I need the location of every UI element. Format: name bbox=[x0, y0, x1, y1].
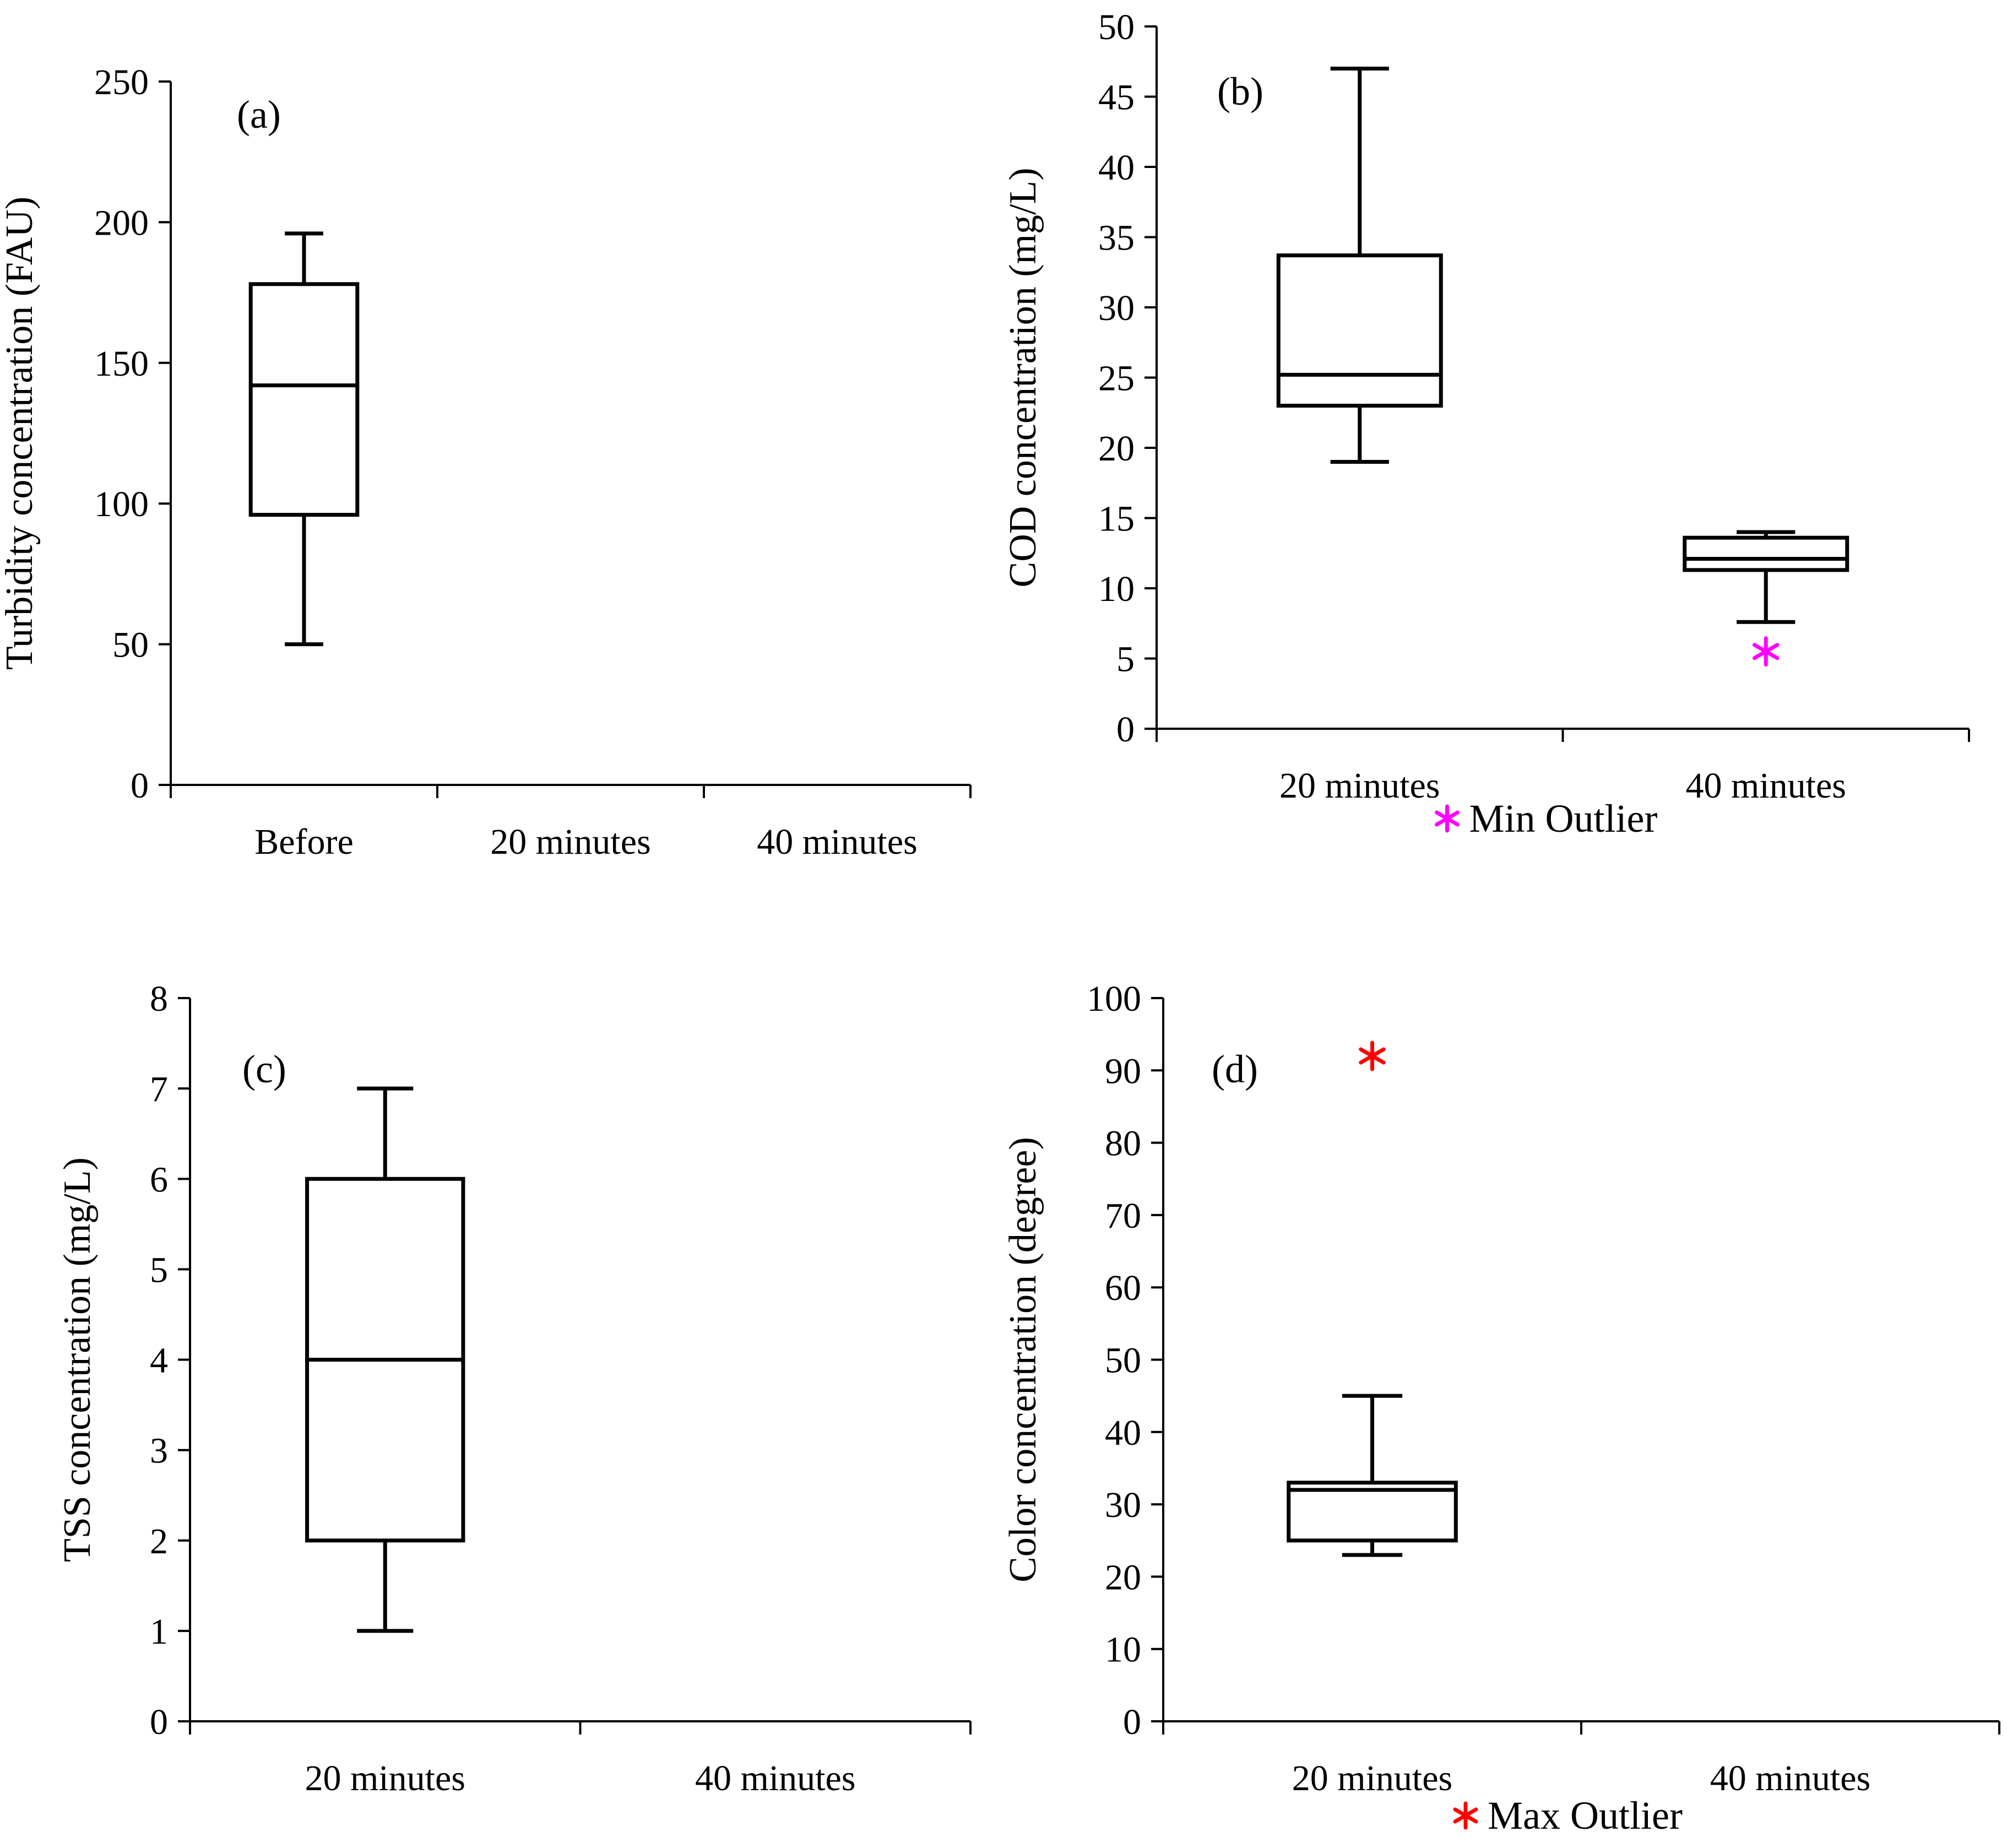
x-tick-label: 40 minutes bbox=[695, 1758, 856, 1798]
y-tick-label: 150 bbox=[94, 344, 149, 384]
y-tick-label: 40 bbox=[1105, 1413, 1141, 1453]
legend-marker bbox=[1434, 804, 1460, 833]
box-20-minutes bbox=[1287, 1394, 1458, 1557]
y-axis-title: COD concentration (mg/L) bbox=[1002, 167, 1044, 587]
y-tick-label: 20 bbox=[1105, 1557, 1141, 1597]
y-axis-title: Turbidity concentration (FAU) bbox=[0, 197, 41, 670]
y-tick-label: 20 bbox=[1098, 429, 1135, 469]
y-tick-label: 100 bbox=[1087, 979, 1141, 1019]
box-20-minutes bbox=[305, 1086, 465, 1633]
legend-marker bbox=[1453, 1801, 1478, 1830]
y-tick-label: 0 bbox=[1116, 709, 1135, 750]
panel-label: (a) bbox=[237, 93, 281, 137]
y-tick-label: 6 bbox=[150, 1159, 168, 1200]
y-tick-label: 50 bbox=[112, 625, 149, 665]
y-tick-label: 80 bbox=[1105, 1124, 1141, 1164]
max-outlier-marker bbox=[1359, 1040, 1386, 1071]
y-tick-label: 4 bbox=[150, 1341, 168, 1381]
y-tick-label: 5 bbox=[1116, 640, 1135, 680]
x-tick-label: 40 minutes bbox=[1710, 1758, 1871, 1798]
y-tick-label: 35 bbox=[1098, 218, 1135, 258]
y-tick-label: 15 bbox=[1098, 499, 1135, 539]
y-tick-label: 60 bbox=[1105, 1268, 1141, 1308]
y-tick-label: 10 bbox=[1105, 1630, 1141, 1670]
box-40-minutes bbox=[1683, 530, 1849, 624]
min-outlier-marker bbox=[1752, 636, 1780, 667]
y-tick-label: 200 bbox=[94, 203, 149, 243]
iqr-box bbox=[1683, 535, 1849, 572]
box-20-minutes bbox=[1276, 67, 1443, 464]
y-tick-label: 2 bbox=[150, 1521, 168, 1562]
x-tick-label: 20 minutes bbox=[490, 822, 651, 862]
y-tick-label: 100 bbox=[94, 484, 149, 524]
y-tick-label: 7 bbox=[150, 1069, 168, 1109]
y-tick-label: 0 bbox=[1123, 1702, 1141, 1742]
legend-label: Max Outlier bbox=[1488, 1793, 1683, 1838]
x-tick-label: 40 minutes bbox=[1686, 766, 1847, 806]
x-tick-label: 40 minutes bbox=[757, 822, 918, 862]
panel-label: (d) bbox=[1212, 1047, 1258, 1091]
panel-c: 0 1 2 3 4 5 6 7 8 20 minutes 40 minutes TSS concent… bbox=[56, 979, 972, 1798]
iqr-box bbox=[248, 282, 360, 517]
y-tick-label: 250 bbox=[94, 62, 149, 102]
panel-d: 0 10 20 30 40 50 60 70 80 90 100 20 minutes 40 minut… bbox=[1002, 979, 2000, 1838]
iqr-box bbox=[1287, 1481, 1458, 1543]
y-tick-label: 25 bbox=[1098, 359, 1135, 399]
y-tick-label: 50 bbox=[1105, 1341, 1141, 1381]
panel-b: 0 5 10 15 20 25 30 35 40 45 50 20 minutes 40 minutes… bbox=[1002, 7, 1970, 841]
y-tick-label: 10 bbox=[1098, 569, 1135, 609]
x-tick-label: Before bbox=[254, 822, 354, 862]
legend-label: Min Outlier bbox=[1469, 796, 1658, 841]
x-tick-label: 20 minutes bbox=[1292, 1758, 1453, 1798]
y-tick-label: 30 bbox=[1098, 288, 1135, 328]
x-tick-label: 20 minutes bbox=[1279, 766, 1440, 806]
y-tick-label: 8 bbox=[150, 979, 168, 1019]
iqr-box bbox=[1276, 253, 1443, 408]
panel-a: 0 50 100 150 200 250 Before 20 minutes 40 minute… bbox=[0, 62, 972, 862]
y-tick-label: 1 bbox=[150, 1612, 168, 1652]
box-before bbox=[248, 231, 360, 647]
y-tick-label: 40 bbox=[1098, 148, 1135, 188]
y-axis-title: TSS concentration (mg/L) bbox=[56, 1157, 99, 1562]
y-tick-label: 0 bbox=[131, 766, 149, 806]
x-tick-label: 20 minutes bbox=[305, 1758, 466, 1798]
legend: Min Outlier bbox=[1434, 796, 1658, 841]
panel-label: (b) bbox=[1217, 69, 1263, 113]
legend: Max Outlier bbox=[1453, 1793, 1683, 1838]
y-tick-label: 0 bbox=[150, 1702, 168, 1742]
y-tick-label: 3 bbox=[150, 1431, 168, 1471]
y-tick-label: 30 bbox=[1105, 1485, 1141, 1525]
y-tick-label: 45 bbox=[1098, 78, 1135, 118]
y-tick-label: 70 bbox=[1105, 1196, 1141, 1236]
y-tick-label: 5 bbox=[150, 1250, 168, 1290]
panel-label: (c) bbox=[242, 1047, 286, 1091]
y-axis-title: Color concentration (degree) bbox=[1002, 1137, 1044, 1583]
y-tick-label: 50 bbox=[1098, 7, 1135, 47]
y-tick-label: 90 bbox=[1105, 1051, 1141, 1091]
